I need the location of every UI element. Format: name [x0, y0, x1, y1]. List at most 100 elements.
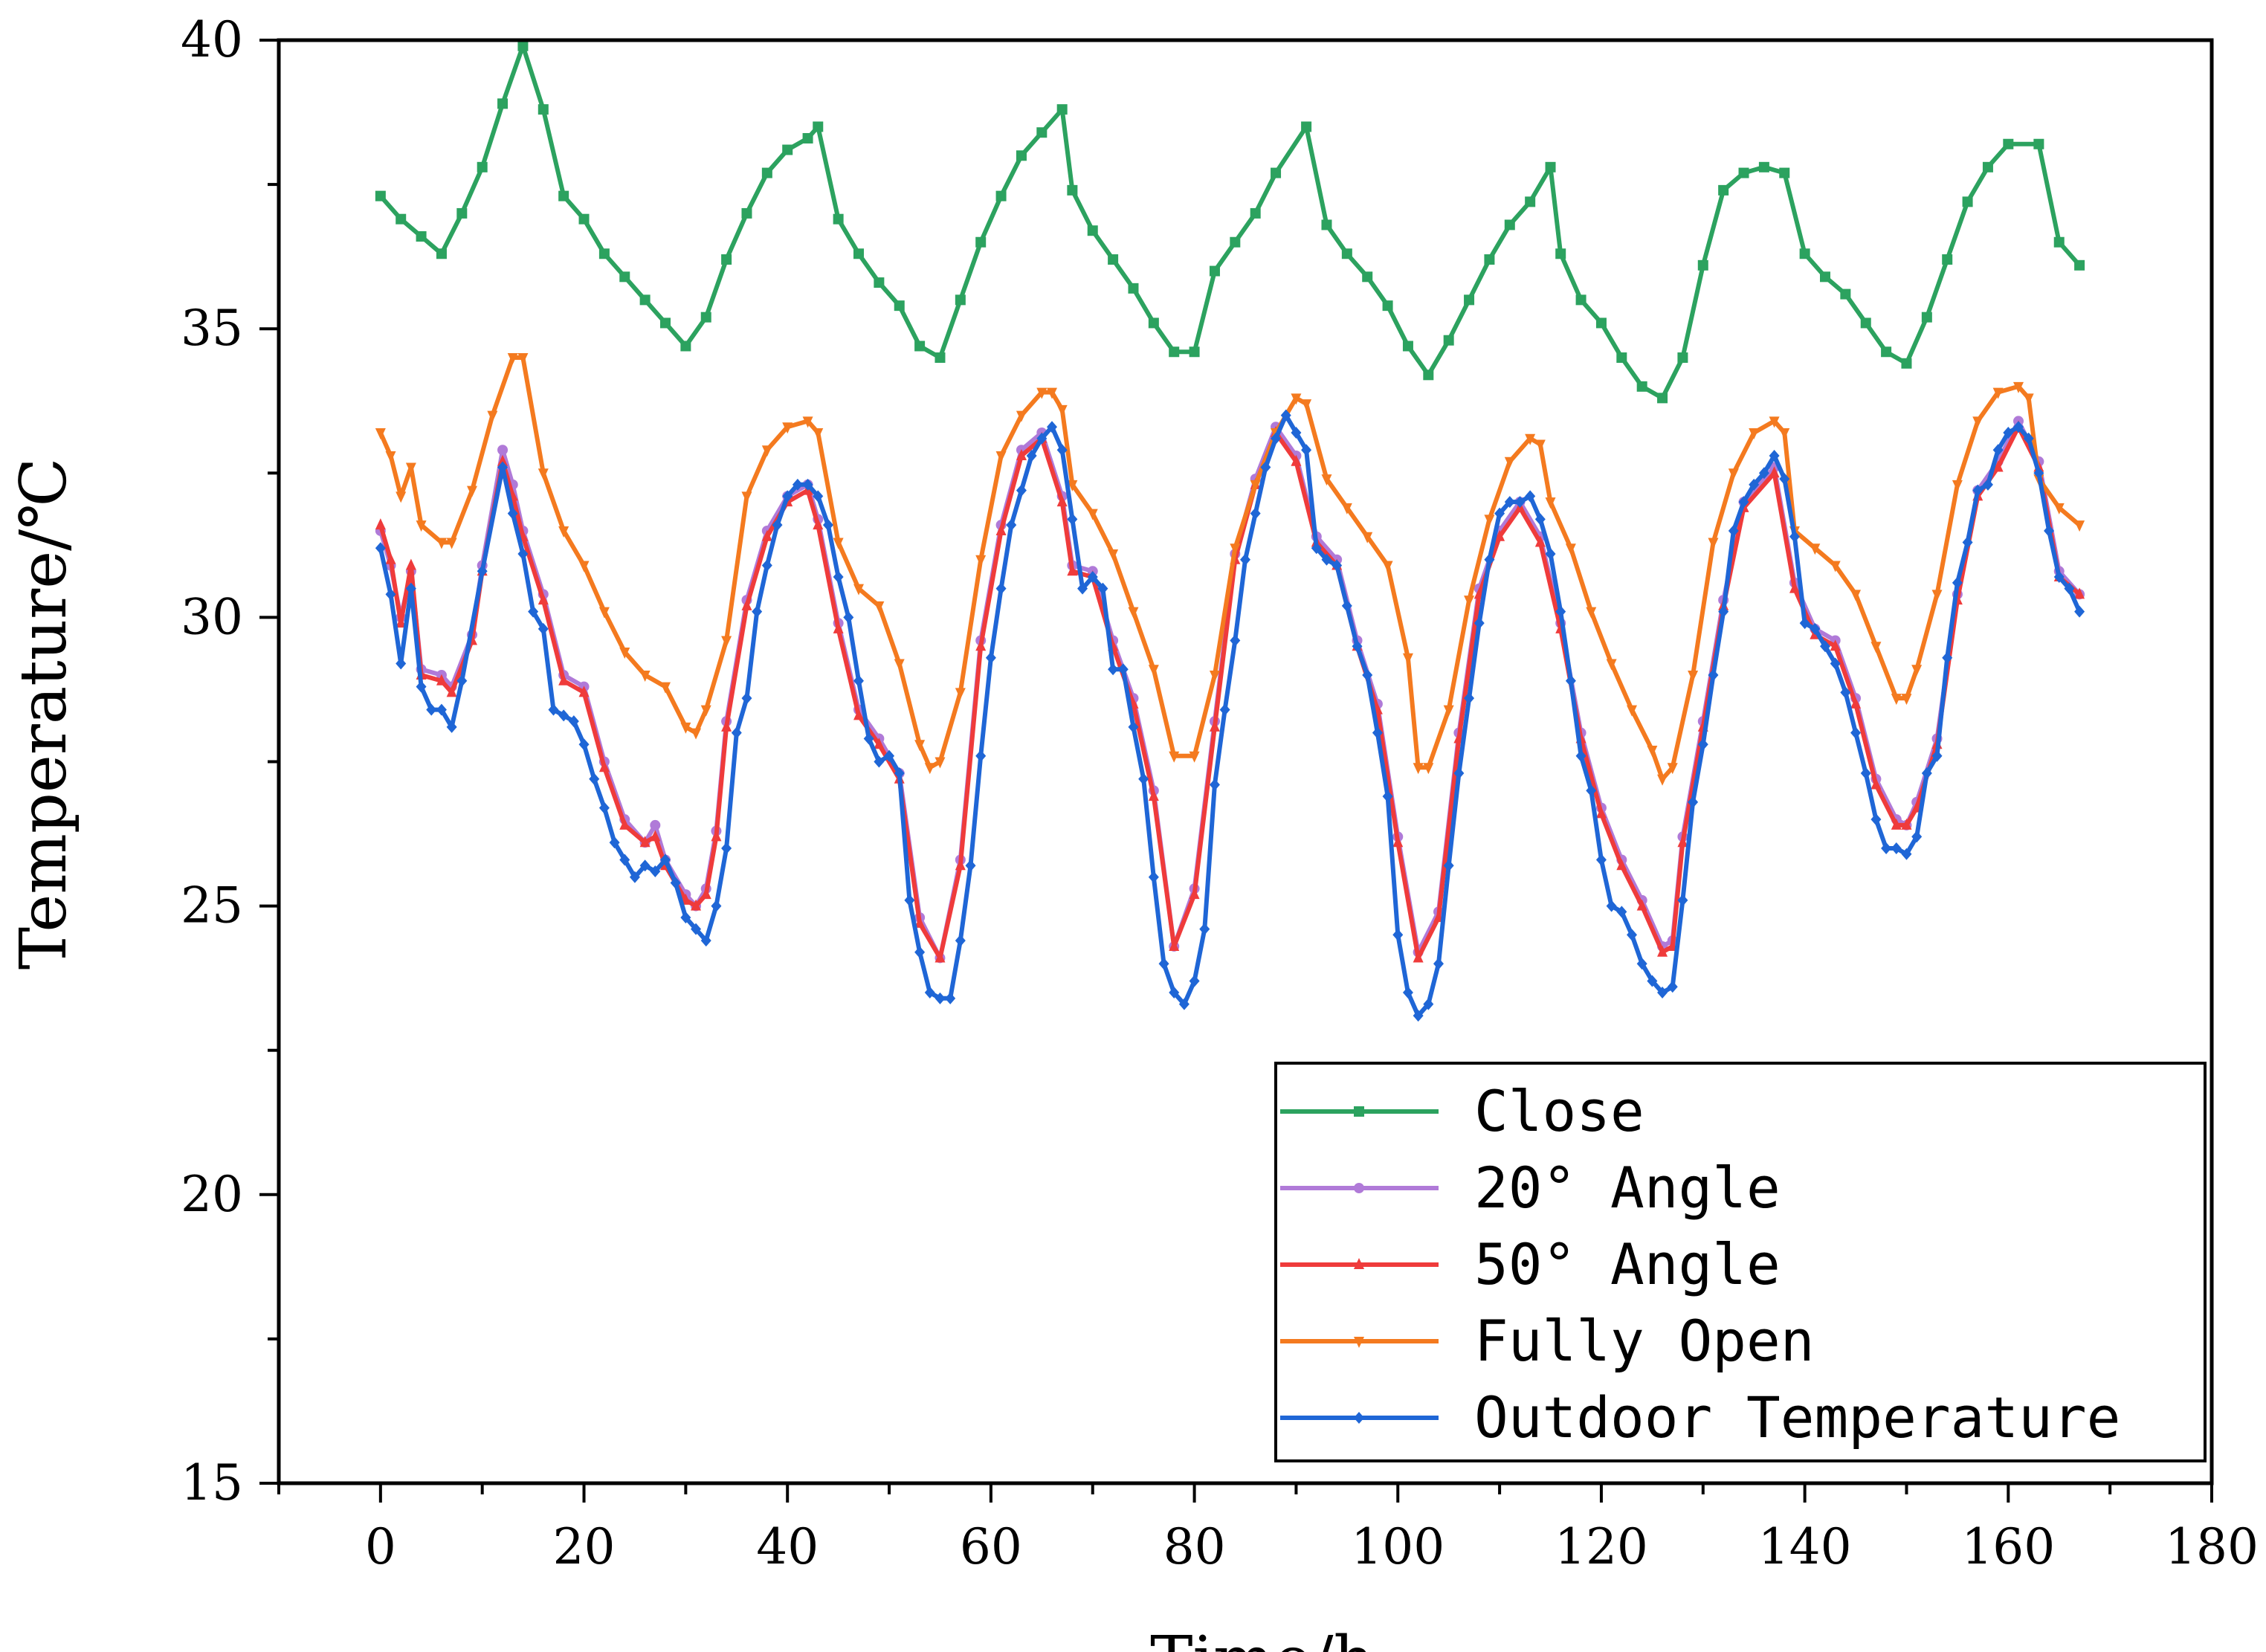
data-point-fully-open: [1301, 399, 1312, 411]
data-point-close: [1942, 254, 1953, 265]
data-point-outdoor-temperature: [1738, 496, 1749, 509]
data-point-close: [1484, 254, 1495, 265]
data-point-outdoor-temperature: [924, 987, 935, 999]
data-point-fully-open: [1413, 763, 1424, 775]
data-point-outdoor-temperature: [1667, 981, 1678, 993]
data-point-outdoor-temperature: [761, 559, 772, 572]
data-point-outdoor-temperature: [2053, 571, 2065, 584]
data-point-fully-open: [1972, 416, 1983, 428]
data-point-50-angle: [2074, 587, 2085, 599]
data-point-outdoor-temperature: [1128, 720, 1139, 733]
data-point-close: [741, 207, 752, 219]
data-point-outdoor-temperature: [822, 519, 833, 532]
data-point-outdoor-temperature: [1148, 871, 1159, 883]
legend-label: Close: [1474, 1078, 1644, 1144]
data-point-fully-open: [761, 445, 772, 457]
legend-box: [1274, 1062, 2207, 1462]
data-point-outdoor-temperature: [1047, 421, 1057, 433]
data-point-outdoor-temperature: [1972, 484, 1983, 497]
data-point-fully-open: [894, 659, 905, 671]
data-point-outdoor-temperature: [2013, 421, 2024, 433]
legend-marker: [1354, 1183, 1364, 1193]
data-point-outdoor-temperature: [385, 588, 396, 601]
data-point-outdoor-temperature: [1657, 987, 1668, 999]
data-point-outdoor-temperature: [1769, 450, 1780, 462]
data-point-outdoor-temperature: [1545, 547, 1556, 560]
data-point-outdoor-temperature: [1779, 473, 1790, 485]
data-point-50-angle: [497, 454, 509, 466]
data-point-fully-open: [1382, 561, 1393, 572]
data-point-outdoor-temperature: [1219, 703, 1230, 716]
data-point-outdoor-temperature: [1311, 542, 1322, 555]
data-point-outdoor-temperature: [700, 935, 711, 947]
data-point-outdoor-temperature: [1250, 507, 1261, 520]
data-point-fully-open: [853, 584, 864, 596]
data-point-close: [1067, 184, 1078, 196]
data-point-50-angle: [1636, 899, 1647, 911]
data-point-outdoor-temperature: [1758, 467, 1769, 480]
data-point-close: [1840, 288, 1851, 300]
x-tick-label: 60: [960, 1518, 1022, 1575]
data-point-outdoor-temperature: [782, 490, 793, 503]
data-point-close: [700, 312, 711, 323]
data-point-fully-open: [680, 722, 691, 734]
data-point-close: [1250, 207, 1261, 219]
data-point-fully-open: [1230, 543, 1241, 555]
legend-label: 20° Angle: [1474, 1155, 1781, 1221]
legend-label: Fully Open: [1474, 1308, 1815, 1374]
y-tick-label: 35: [181, 300, 243, 357]
data-point-close: [894, 300, 905, 312]
data-point-fully-open: [2053, 503, 2065, 514]
data-point-50-angle: [935, 951, 946, 963]
series-layer: [375, 40, 2085, 1022]
data-point-fully-open: [975, 555, 987, 567]
series-outdoor-temperature: [375, 409, 2085, 1022]
data-point-50-angle: [995, 523, 1007, 535]
x-tick-label: 100: [1351, 1518, 1445, 1575]
data-point-close: [761, 167, 772, 178]
data-point-50-angle: [558, 674, 569, 685]
data-point-outdoor-temperature: [813, 490, 824, 503]
data-point-outdoor-temperature: [2044, 524, 2055, 537]
data-point-outdoor-temperature: [1433, 958, 1444, 970]
data-point-fully-open: [1545, 497, 1556, 509]
data-point-outdoor-temperature: [1362, 669, 1373, 682]
data-point-fully-open: [1209, 671, 1220, 683]
data-point-outdoor-temperature: [1413, 1010, 1424, 1022]
data-point-outdoor-temperature: [1982, 478, 1993, 491]
data-point-close: [2074, 259, 2085, 271]
data-point-50-angle: [975, 639, 987, 651]
data-point-fully-open: [1850, 590, 1862, 601]
data-point-outdoor-temperature: [2033, 467, 2044, 480]
data-point-close: [1962, 196, 1973, 207]
data-point-50-angle: [741, 598, 752, 610]
data-point-close: [955, 294, 966, 306]
data-point-outdoor-temperature: [1525, 490, 1536, 503]
data-point-close: [853, 248, 864, 259]
data-point-50-angle: [1534, 535, 1546, 547]
data-point-outdoor-temperature: [1240, 553, 1250, 566]
data-point-fully-open: [487, 410, 498, 422]
legend-marker: [1354, 1412, 1364, 1424]
data-point-outdoor-temperature: [1565, 674, 1576, 687]
x-tick-label: 140: [1758, 1518, 1852, 1575]
data-point-50-angle: [711, 830, 722, 842]
data-point-50-angle: [396, 616, 407, 628]
data-point-close: [660, 317, 671, 329]
data-point-fully-open: [1321, 474, 1332, 486]
data-point-fully-open: [995, 451, 1007, 463]
data-point-close: [813, 121, 824, 132]
y-tick-label: 25: [181, 877, 243, 935]
data-point-fully-open: [802, 416, 813, 428]
data-point-fully-open: [1931, 590, 1943, 601]
data-point-fully-open: [1504, 456, 1515, 468]
data-point-50-angle: [1992, 460, 2004, 472]
x-tick-label: 80: [1163, 1518, 1226, 1575]
data-point-close: [680, 341, 691, 352]
data-point-outdoor-temperature: [904, 894, 915, 906]
data-point-outdoor-temperature: [558, 709, 569, 722]
data-point-close: [1382, 300, 1393, 312]
data-point-outdoor-temperature: [639, 859, 651, 872]
data-point-outdoor-temperature: [1230, 634, 1241, 647]
